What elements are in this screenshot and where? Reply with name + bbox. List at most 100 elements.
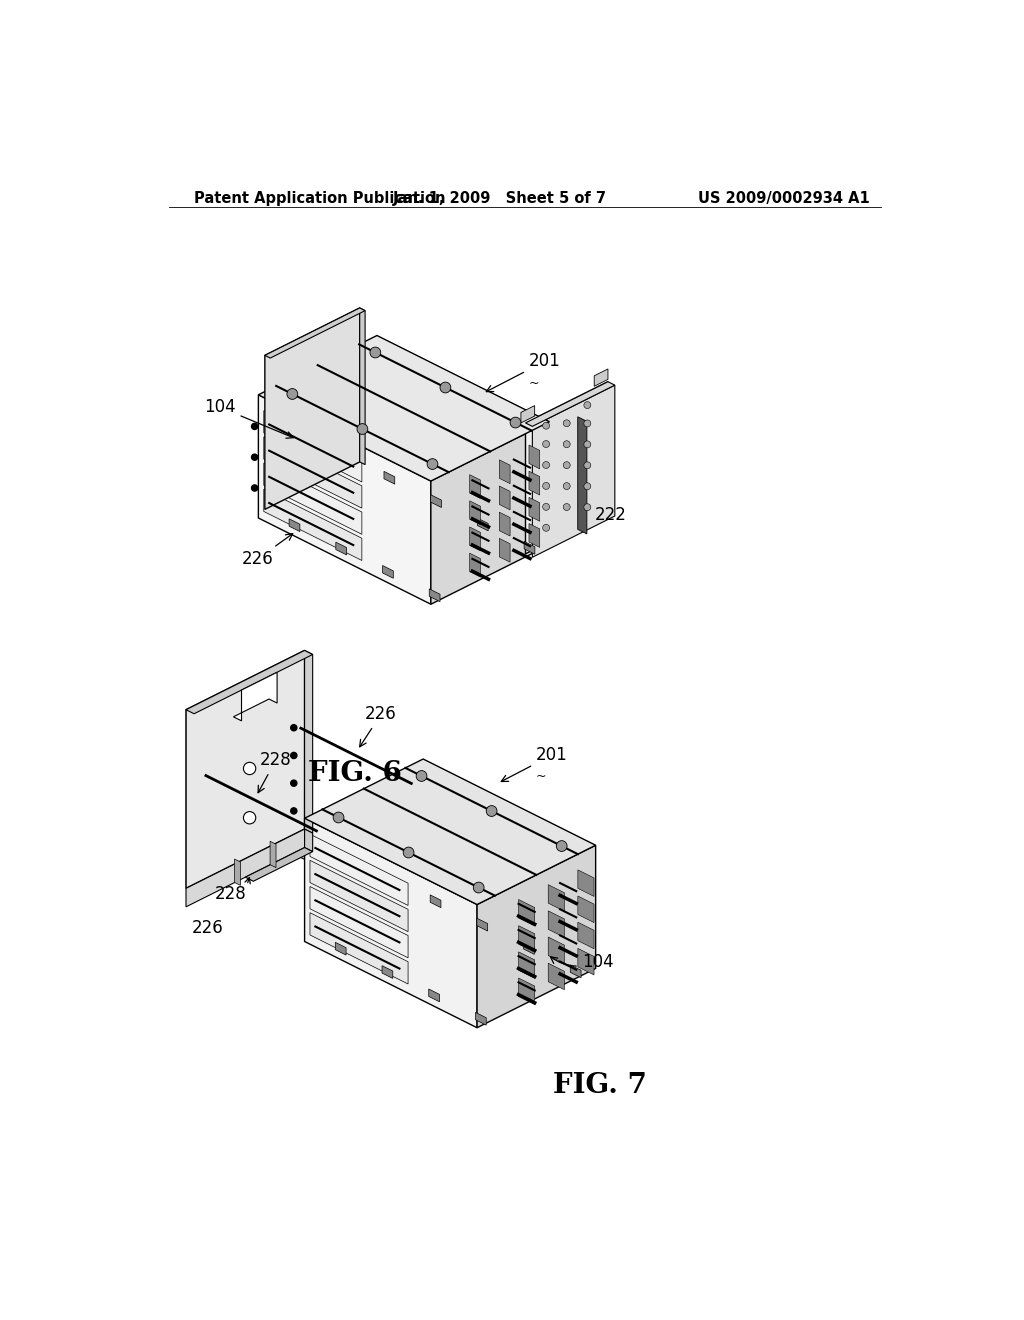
Polygon shape xyxy=(529,498,540,521)
Polygon shape xyxy=(429,989,439,1002)
Circle shape xyxy=(584,420,591,426)
Circle shape xyxy=(403,847,414,858)
Polygon shape xyxy=(500,512,510,536)
Circle shape xyxy=(543,503,550,511)
Text: FIG. 6: FIG. 6 xyxy=(308,760,402,787)
Circle shape xyxy=(543,422,550,429)
Circle shape xyxy=(416,771,427,781)
Polygon shape xyxy=(500,539,510,562)
Polygon shape xyxy=(264,463,361,535)
Polygon shape xyxy=(518,899,535,927)
Polygon shape xyxy=(270,841,276,867)
Polygon shape xyxy=(246,847,312,882)
Polygon shape xyxy=(525,381,608,554)
Polygon shape xyxy=(477,845,596,1028)
Polygon shape xyxy=(186,829,304,907)
Polygon shape xyxy=(233,672,278,721)
Polygon shape xyxy=(518,925,535,952)
Polygon shape xyxy=(470,527,480,550)
Polygon shape xyxy=(310,912,409,983)
Polygon shape xyxy=(258,395,431,605)
Polygon shape xyxy=(293,847,423,912)
Polygon shape xyxy=(186,651,312,714)
Circle shape xyxy=(543,462,550,469)
Polygon shape xyxy=(258,335,550,480)
Circle shape xyxy=(291,808,297,814)
Circle shape xyxy=(486,805,497,816)
Circle shape xyxy=(244,763,256,775)
Polygon shape xyxy=(578,417,587,533)
Text: 228: 228 xyxy=(215,886,247,903)
Polygon shape xyxy=(265,308,366,358)
Polygon shape xyxy=(548,964,564,990)
Circle shape xyxy=(252,424,258,429)
Circle shape xyxy=(584,483,591,490)
Text: 104: 104 xyxy=(204,399,293,438)
Polygon shape xyxy=(548,911,564,937)
Text: 226: 226 xyxy=(242,533,293,569)
Polygon shape xyxy=(529,471,540,495)
Circle shape xyxy=(252,454,258,461)
Polygon shape xyxy=(336,543,346,554)
Text: 226: 226 xyxy=(359,705,397,747)
Circle shape xyxy=(584,462,591,469)
Circle shape xyxy=(563,483,570,490)
Circle shape xyxy=(563,462,570,469)
Polygon shape xyxy=(470,500,480,524)
Polygon shape xyxy=(525,381,614,426)
Polygon shape xyxy=(475,1012,486,1026)
Polygon shape xyxy=(382,966,393,978)
Circle shape xyxy=(357,424,368,434)
Circle shape xyxy=(543,441,550,447)
Circle shape xyxy=(543,524,550,531)
Polygon shape xyxy=(500,486,510,510)
Text: ~: ~ xyxy=(536,771,547,783)
Circle shape xyxy=(440,381,451,393)
Circle shape xyxy=(563,503,570,511)
Polygon shape xyxy=(529,445,540,469)
Circle shape xyxy=(427,458,438,470)
Polygon shape xyxy=(578,870,594,896)
Polygon shape xyxy=(521,405,535,422)
Circle shape xyxy=(370,347,381,358)
Polygon shape xyxy=(264,411,361,482)
Polygon shape xyxy=(477,919,487,931)
Polygon shape xyxy=(430,895,441,908)
Polygon shape xyxy=(532,385,614,557)
Circle shape xyxy=(291,725,297,731)
Circle shape xyxy=(333,812,344,822)
Circle shape xyxy=(473,882,484,892)
Polygon shape xyxy=(186,651,304,888)
Text: 104: 104 xyxy=(551,953,613,972)
Polygon shape xyxy=(578,948,594,975)
Text: US 2009/0002934 A1: US 2009/0002934 A1 xyxy=(698,190,869,206)
Polygon shape xyxy=(335,942,346,956)
Polygon shape xyxy=(359,308,366,465)
Text: 201: 201 xyxy=(486,352,560,392)
Circle shape xyxy=(584,401,591,409)
Polygon shape xyxy=(594,368,608,387)
Polygon shape xyxy=(304,651,312,833)
Polygon shape xyxy=(470,553,480,577)
Circle shape xyxy=(584,441,591,447)
Circle shape xyxy=(563,420,570,426)
Circle shape xyxy=(563,441,570,447)
Polygon shape xyxy=(384,471,394,484)
Circle shape xyxy=(556,841,567,851)
Polygon shape xyxy=(431,422,550,605)
Polygon shape xyxy=(289,519,300,532)
Polygon shape xyxy=(477,517,488,531)
Polygon shape xyxy=(524,541,535,554)
Circle shape xyxy=(287,388,298,400)
Polygon shape xyxy=(234,859,241,886)
Polygon shape xyxy=(304,759,596,904)
Polygon shape xyxy=(518,978,535,1005)
Text: 228: 228 xyxy=(258,751,292,793)
Polygon shape xyxy=(431,495,441,507)
Polygon shape xyxy=(429,589,440,602)
Polygon shape xyxy=(470,475,480,499)
Text: Jan. 1, 2009   Sheet 5 of 7: Jan. 1, 2009 Sheet 5 of 7 xyxy=(393,190,607,206)
Polygon shape xyxy=(264,490,361,561)
Text: ~: ~ xyxy=(528,376,540,389)
Polygon shape xyxy=(548,884,564,911)
